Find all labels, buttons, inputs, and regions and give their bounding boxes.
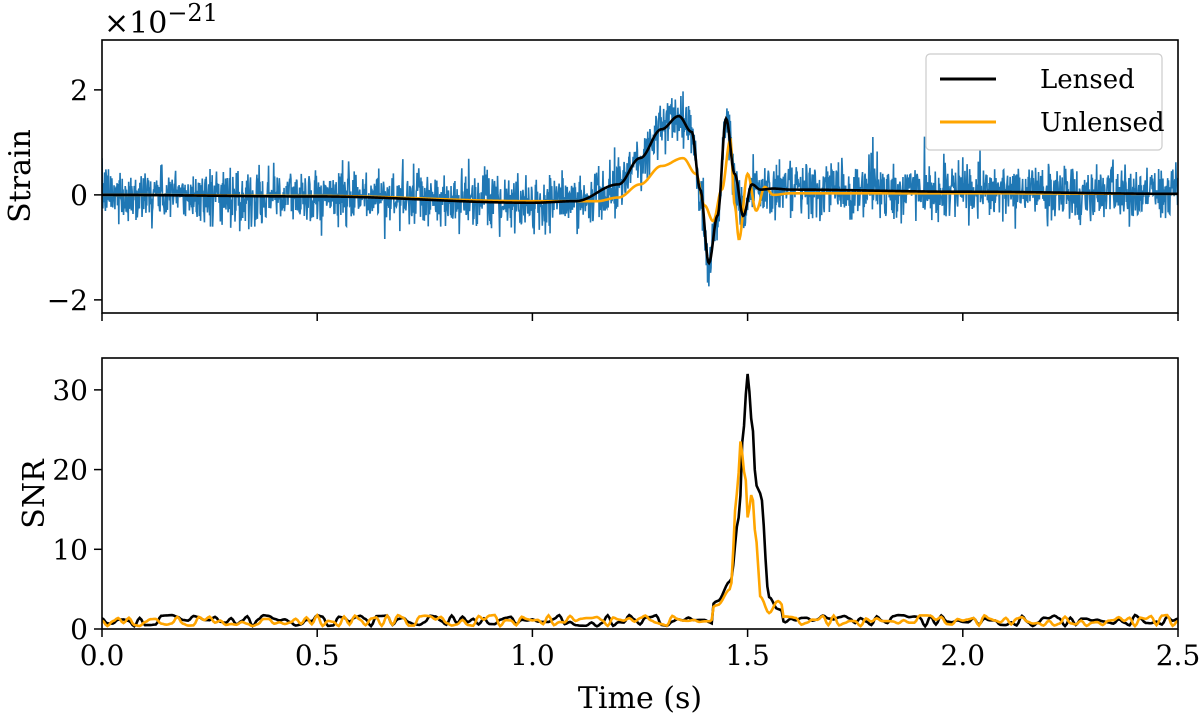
snr-lensed-line — [102, 373, 1178, 629]
snr-x-ticks: 0.0 0.5 1.0 1.5 2.0 2.5 — [80, 629, 1200, 672]
snr-y-axis-label: SNR — [17, 458, 52, 529]
strain-x-ticks — [101, 313, 1179, 321]
strain-exponent-label: ×10−21 — [104, 0, 218, 41]
strain-y-tick-label-2: 2 — [70, 74, 88, 107]
snr-y-tick-label-1: 10 — [52, 533, 88, 566]
strain-plot-frame — [101, 39, 1179, 314]
snr-panel: 0 10 20 30 0.0 0.5 1.0 1.5 2.0 2.5 SNR Time (s) — [17, 357, 1200, 716]
snr-unlensed-line — [102, 441, 1178, 629]
snr-x-tick-label-5: 2.5 — [1156, 639, 1200, 672]
snr-x-tick-label-4: 2.0 — [941, 639, 986, 672]
snr-y-ticks: 0 10 20 30 — [52, 374, 102, 646]
snr-x-tick-label-3: 1.5 — [725, 639, 770, 672]
snr-series-group — [102, 373, 1178, 629]
strain-series-group — [102, 91, 1178, 287]
strain-lensed-line — [102, 114, 1178, 266]
snr-y-tick-label-3: 30 — [52, 374, 88, 407]
snr-plot-frame — [101, 357, 1179, 630]
snr-x-tick-label-2: 1.0 — [510, 639, 555, 672]
legend: Lensed Unlensed — [925, 53, 1164, 151]
strain-y-tick-label-1: 0 — [70, 179, 88, 212]
legend-lensed-label: Lensed — [1040, 65, 1135, 95]
snr-y-tick-label-0: 0 — [70, 613, 88, 646]
strain-panel: −2 0 2 Strain ×10−21 Lensed Unlensed — [3, 0, 1179, 321]
strain-y-tick-label-0: −2 — [47, 284, 88, 317]
snr-x-tick-label-1: 0.5 — [295, 639, 340, 672]
snr-x-tick-label-0: 0.0 — [80, 639, 125, 672]
snr-y-tick-label-2: 20 — [52, 454, 88, 487]
exponent-base: ×10 — [104, 6, 167, 41]
exponent-power: −21 — [167, 0, 218, 27]
strain-y-ticks: −2 0 2 — [47, 74, 102, 317]
strain-y-axis-label: Strain — [3, 129, 38, 223]
legend-unlensed-label: Unlensed — [1040, 108, 1164, 138]
strain-data-line — [102, 91, 1178, 287]
x-axis-label: Time (s) — [578, 681, 702, 716]
